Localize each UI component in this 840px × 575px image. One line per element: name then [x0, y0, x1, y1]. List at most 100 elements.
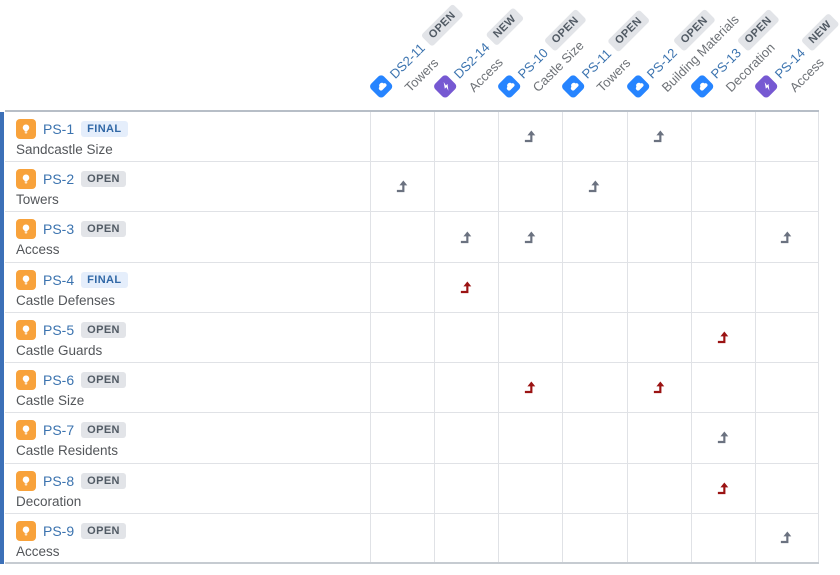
- matrix-cell[interactable]: [754, 212, 819, 262]
- matrix-cell[interactable]: [434, 413, 498, 463]
- link-arrow-icon[interactable]: [716, 430, 731, 445]
- issue-row: PS-4 FINAL Castle Defenses: [5, 262, 819, 313]
- row-issue-key[interactable]: PS-2: [43, 171, 75, 188]
- link-arrow-icon[interactable]: [459, 280, 474, 295]
- matrix-cell[interactable]: [370, 162, 434, 212]
- matrix-cell[interactable]: [434, 112, 498, 162]
- issue-row: PS-8 OPEN Decoration: [5, 463, 819, 514]
- matrix-cell[interactable]: [498, 312, 562, 363]
- matrix-cell[interactable]: [498, 212, 562, 262]
- matrix-cell[interactable]: [434, 262, 498, 312]
- matrix-cell[interactable]: [562, 363, 626, 413]
- matrix-cell[interactable]: [690, 262, 755, 312]
- matrix-cell[interactable]: [434, 513, 498, 562]
- matrix-cell[interactable]: [370, 513, 434, 562]
- matrix-cell[interactable]: [690, 513, 755, 562]
- matrix-cell[interactable]: [434, 463, 498, 513]
- matrix-cell[interactable]: [626, 112, 691, 162]
- row-issue-key[interactable]: PS-6: [43, 372, 75, 389]
- row-issue-summary: Sandcastle Size: [16, 142, 113, 157]
- matrix-cell[interactable]: [690, 363, 755, 413]
- matrix-cell[interactable]: [498, 463, 562, 513]
- row-issue-key[interactable]: PS-7: [43, 422, 75, 439]
- row-issue-key[interactable]: PS-3: [43, 221, 75, 238]
- matrix-cell[interactable]: [562, 212, 626, 262]
- matrix-cell[interactable]: [626, 463, 691, 513]
- issue-row-header: PS-5 OPEN Castle Guards: [16, 319, 366, 360]
- idea-icon: [16, 520, 36, 541]
- matrix-cell[interactable]: [754, 463, 819, 513]
- link-arrow-icon[interactable]: [459, 230, 474, 245]
- matrix-cell[interactable]: [754, 312, 819, 363]
- cloud-icon: [689, 73, 715, 100]
- link-arrow-icon[interactable]: [523, 230, 538, 245]
- matrix-cell[interactable]: [498, 513, 562, 562]
- matrix-cell[interactable]: [690, 112, 755, 162]
- matrix-cell[interactable]: [370, 112, 434, 162]
- matrix-cell[interactable]: [370, 363, 434, 413]
- matrix-cell[interactable]: [562, 112, 626, 162]
- matrix-cell[interactable]: [754, 363, 819, 413]
- matrix-cell[interactable]: [690, 212, 755, 262]
- matrix-cell[interactable]: [562, 513, 626, 562]
- matrix-cell[interactable]: [754, 413, 819, 463]
- matrix-cell[interactable]: [434, 162, 498, 212]
- matrix-cell[interactable]: [626, 162, 691, 212]
- matrix-cell[interactable]: [754, 162, 819, 212]
- matrix-cell[interactable]: [754, 112, 819, 162]
- matrix-cell[interactable]: [370, 312, 434, 363]
- matrix-cell[interactable]: [562, 413, 626, 463]
- row-issue-key[interactable]: PS-4: [43, 271, 75, 288]
- link-arrow-icon[interactable]: [779, 230, 794, 245]
- idea-icon: [16, 470, 36, 491]
- link-arrow-icon[interactable]: [587, 179, 602, 194]
- link-arrow-icon[interactable]: [523, 129, 538, 144]
- matrix-cell[interactable]: [370, 262, 434, 312]
- matrix-cell[interactable]: [370, 463, 434, 513]
- matrix-cell[interactable]: [690, 312, 755, 363]
- matrix-cell[interactable]: [498, 162, 562, 212]
- issue-row: PS-7 OPEN Castle Residents: [5, 413, 819, 464]
- row-issue-key[interactable]: PS-5: [43, 321, 75, 338]
- row-issue-key[interactable]: PS-8: [43, 472, 75, 489]
- matrix-cell[interactable]: [626, 262, 691, 312]
- link-arrow-icon[interactable]: [716, 330, 731, 345]
- matrix-cell[interactable]: [690, 413, 755, 463]
- matrix-cell[interactable]: [690, 463, 755, 513]
- issue-row: PS-1 FINAL Sandcastle Size: [5, 112, 819, 163]
- matrix-cell[interactable]: [562, 162, 626, 212]
- matrix-cell[interactable]: [626, 413, 691, 463]
- matrix-cell[interactable]: [498, 262, 562, 312]
- matrix-cell[interactable]: [434, 212, 498, 262]
- matrix-cell[interactable]: [626, 212, 691, 262]
- matrix-cell[interactable]: [498, 413, 562, 463]
- matrix-cell[interactable]: [562, 312, 626, 363]
- link-arrow-icon[interactable]: [523, 380, 538, 395]
- row-issue-key[interactable]: PS-9: [43, 522, 75, 539]
- link-arrow-icon[interactable]: [652, 380, 667, 395]
- matrix-cell[interactable]: [562, 463, 626, 513]
- link-arrow-icon[interactable]: [652, 129, 667, 144]
- status-badge: FINAL: [81, 271, 128, 288]
- matrix-cell[interactable]: [370, 413, 434, 463]
- cloud-icon: [368, 73, 394, 100]
- matrix-cell[interactable]: [370, 212, 434, 262]
- matrix-cell[interactable]: [434, 312, 498, 363]
- link-arrow-icon[interactable]: [395, 179, 410, 194]
- cloud-icon: [496, 73, 523, 100]
- matrix-cell[interactable]: [690, 162, 755, 212]
- matrix-cell[interactable]: [626, 513, 691, 562]
- row-issue-key[interactable]: PS-1: [43, 121, 75, 137]
- matrix-cell[interactable]: [434, 363, 498, 413]
- matrix-cell[interactable]: [498, 363, 562, 413]
- idea-icon: [16, 169, 36, 190]
- bolt-icon: [753, 73, 779, 100]
- link-arrow-icon[interactable]: [779, 530, 794, 545]
- matrix-cell[interactable]: [498, 112, 562, 162]
- matrix-cell[interactable]: [754, 513, 819, 562]
- matrix-cell[interactable]: [754, 262, 819, 312]
- matrix-cell[interactable]: [562, 262, 626, 312]
- matrix-cell[interactable]: [626, 363, 691, 413]
- link-arrow-icon[interactable]: [716, 481, 731, 496]
- matrix-cell[interactable]: [626, 312, 691, 363]
